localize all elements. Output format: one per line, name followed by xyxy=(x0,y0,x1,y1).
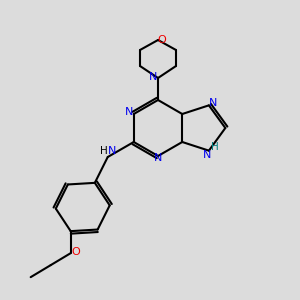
Text: H: H xyxy=(100,146,108,156)
Text: O: O xyxy=(158,35,166,45)
Text: N: N xyxy=(149,72,157,82)
Text: N: N xyxy=(209,98,217,108)
Text: N: N xyxy=(124,107,133,117)
Text: O: O xyxy=(71,247,80,257)
Text: N: N xyxy=(108,146,116,156)
Text: N: N xyxy=(203,150,211,160)
Text: H: H xyxy=(211,142,219,152)
Text: N: N xyxy=(154,153,162,163)
